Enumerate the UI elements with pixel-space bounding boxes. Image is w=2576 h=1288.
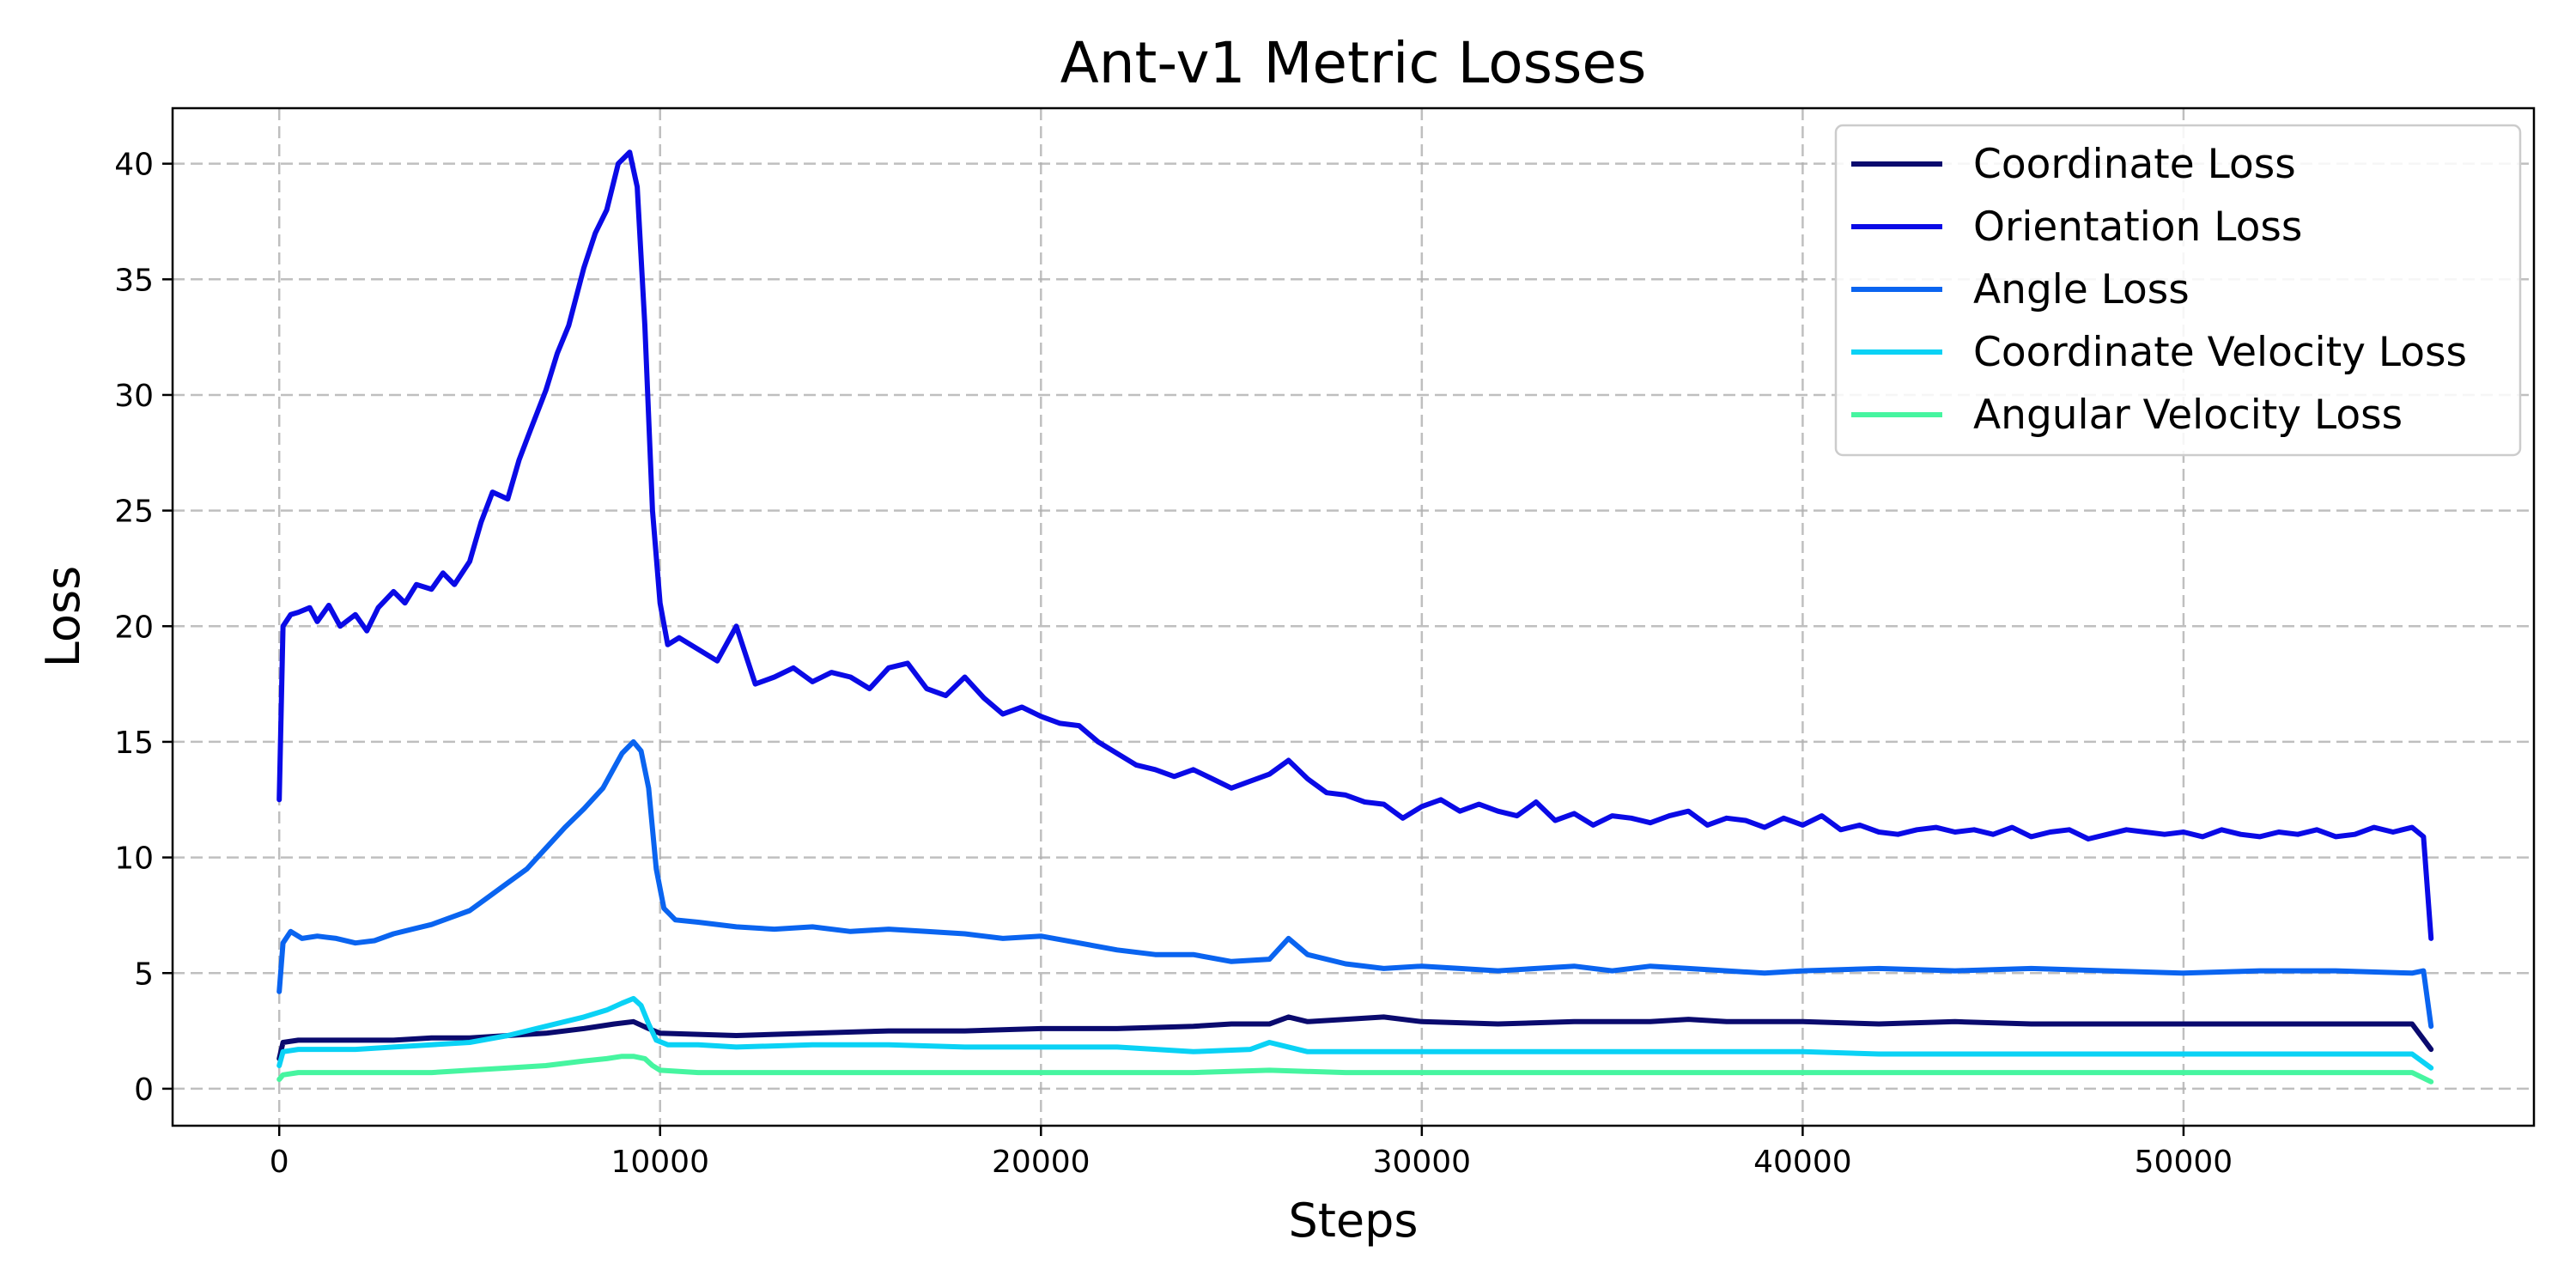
plot-frame [171, 106, 2536, 1127]
series-line-orientation-loss [276, 149, 2434, 941]
legend-label: Angular Velocity Loss [1973, 392, 2403, 439]
y-tick-label: 30 [114, 379, 154, 414]
x-axis-label: Steps [1288, 1194, 1418, 1248]
x-axis-ticks: 0 10000 20000 30000 40000 50000 [270, 1126, 2233, 1180]
y-tick-label: 5 [134, 957, 154, 992]
series-line-coordinate-velocity-loss [276, 995, 2434, 1071]
y-tick-label: 40 [114, 148, 154, 183]
legend: Coordinate Loss Orientation Loss Angle Los… [1834, 124, 2522, 457]
y-tick-label: 35 [114, 263, 154, 298]
x-tick-label: 10000 [611, 1145, 709, 1180]
y-tick-label: 25 [114, 495, 154, 530]
x-tick-label: 50000 [2135, 1145, 2233, 1180]
y-axis-ticks: 0 5 10 15 20 25 30 35 40 [114, 148, 173, 1108]
legend-label: Coordinate Loss [1973, 141, 2296, 188]
legend-box [1834, 124, 2522, 457]
legend-label: Coordinate Velocity Loss [1973, 329, 2467, 376]
x-tick-label: 0 [270, 1145, 289, 1180]
chart-title: Ant-v1 Metric Losses [1060, 30, 1647, 96]
series-line-coordinate-loss [276, 1014, 2434, 1061]
y-tick-label: 10 [114, 841, 154, 877]
y-axis-label: Loss [36, 566, 90, 667]
legend-label: Angle Loss [1973, 266, 2190, 313]
x-tick-label: 30000 [1373, 1145, 1472, 1180]
y-tick-label: 15 [114, 726, 154, 761]
series-line-angle-loss [276, 738, 2434, 1030]
legend-label: Orientation Loss [1973, 204, 2302, 251]
y-tick-label: 20 [114, 610, 154, 645]
series-line-angular-velocity-loss [276, 1054, 2434, 1084]
y-tick-label: 0 [134, 1072, 154, 1108]
series-lines [276, 149, 2434, 1084]
x-tick-label: 40000 [1753, 1145, 1852, 1180]
x-tick-label: 20000 [992, 1145, 1091, 1180]
